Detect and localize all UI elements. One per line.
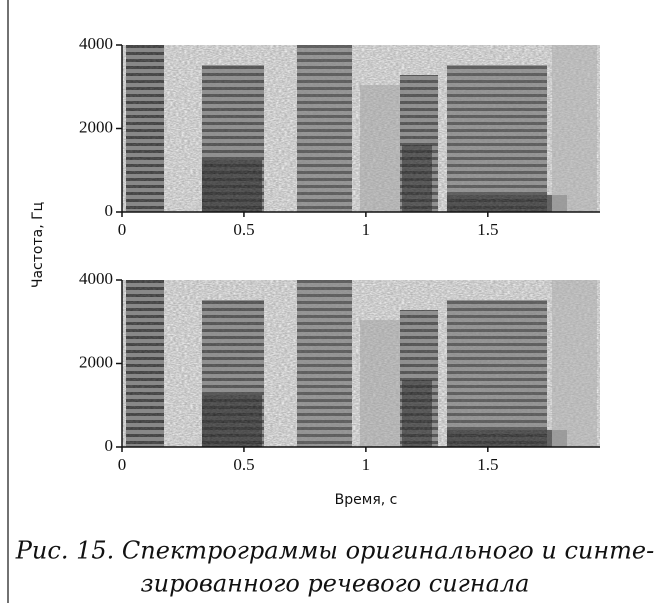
y-axis-label: Частота, Гц — [30, 202, 46, 288]
y-tick-label: 0 — [105, 201, 114, 220]
y-tick-label: 4000 — [79, 269, 113, 288]
x-tick-label: 1 — [362, 455, 371, 474]
caption: Рис. 15. Спектрограммы оригинального и с… — [15, 537, 654, 565]
x-tick-label: 1 — [362, 220, 371, 239]
x-tick-label: 0 — [118, 455, 127, 474]
x-tick-label: 0.5 — [233, 455, 254, 474]
x-tick-label: 1.5 — [477, 455, 498, 474]
x-tick-label: 0 — [118, 220, 127, 239]
x-tick-label: 1.5 — [477, 220, 498, 239]
x-tick-label: 0.5 — [233, 220, 254, 239]
y-tick-label: 4000 — [79, 34, 113, 53]
spectrogram-image — [122, 45, 600, 212]
caption: зированного речевого сигнала — [141, 570, 530, 598]
y-tick-label: 2000 — [79, 117, 113, 136]
x-axis-label: Время, с — [335, 492, 398, 508]
spectrogram-image — [122, 280, 600, 447]
y-tick-label: 0 — [105, 436, 114, 455]
y-tick-label: 2000 — [79, 352, 113, 371]
